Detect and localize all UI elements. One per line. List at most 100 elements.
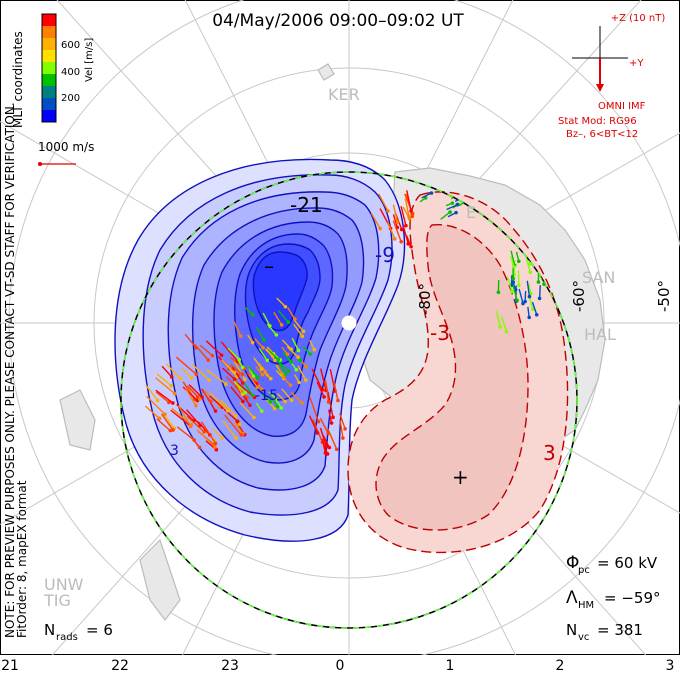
latitude-label-80: -80° <box>416 283 434 315</box>
velocity-vector-origin <box>303 378 308 383</box>
imf-bz-bt: Bz–, 6<BT<12 <box>566 129 638 140</box>
velocity-vector-origin <box>219 353 224 357</box>
velocity-vector-origin <box>163 412 167 417</box>
velocity-vector <box>526 280 531 297</box>
velocity-vector-origin <box>275 404 280 409</box>
velocity-vector-origin <box>273 396 278 401</box>
velocity-vector-origin <box>240 372 245 377</box>
velocity-vector-origin <box>343 427 347 431</box>
velocity-vector <box>248 369 263 390</box>
velocity-vector <box>205 368 227 385</box>
mlt-tick-label: 3 <box>666 658 675 674</box>
nvc-value: = 381 <box>597 621 643 639</box>
velocity-vector <box>160 413 174 431</box>
velocity-vector-origin <box>407 215 411 219</box>
imf-y-label: +Y <box>629 58 644 69</box>
velocity-vector-origin <box>272 406 277 411</box>
velocity-vector-origin <box>279 323 284 327</box>
velocity-vector-origin <box>286 369 291 373</box>
velocity-vector <box>392 204 399 223</box>
velocity-vector <box>370 213 381 229</box>
velocity-vector <box>209 392 229 412</box>
velocity-vector <box>286 346 299 358</box>
velocity-vector <box>528 296 534 310</box>
velocity-vector <box>328 409 333 424</box>
mlt-axis: 21 22 23 0 1 2 3 <box>1 658 674 674</box>
velocity-vector-origin <box>516 283 521 288</box>
nrads-subscript: rads <box>56 632 78 643</box>
velocity-vector-origin <box>530 307 535 311</box>
velocity-vector <box>144 405 160 419</box>
velocity-vector-origin <box>232 370 237 375</box>
potential-maximum-marker: + <box>452 465 469 489</box>
velocity-vector-origin <box>301 329 306 334</box>
colorbar-swatch <box>42 62 56 75</box>
velocity-vector-origin <box>300 334 305 338</box>
velocity-vector-origin <box>234 414 238 418</box>
velocity-vector-origin <box>241 381 245 385</box>
velocity-vector <box>277 310 289 323</box>
velocity-vector <box>311 368 323 391</box>
velocity-vector-origin <box>265 358 270 363</box>
velocity-vector-origin <box>521 301 525 306</box>
velocity-vector-origin <box>243 377 247 382</box>
velocity-vector <box>239 402 255 419</box>
velocity-vector-origin <box>155 398 160 403</box>
velocity-vector <box>510 250 516 266</box>
velocity-vector <box>273 311 283 326</box>
velocity-vector <box>145 384 159 401</box>
velocity-vector-origin <box>404 223 408 228</box>
velocity-vector <box>291 337 300 351</box>
velocity-vector-origin <box>250 340 255 345</box>
velocity-vector-origin <box>378 226 382 231</box>
velocity-vectors <box>144 187 546 456</box>
velocity-vector <box>276 297 286 308</box>
velocity-vector <box>246 365 259 379</box>
velocity-vector <box>281 388 293 401</box>
velocity-vector-origin <box>511 277 516 281</box>
velocity-vector-origin <box>283 372 288 376</box>
velocity-vector <box>308 415 319 434</box>
velocity-vector-origin <box>308 352 312 356</box>
velocity-vector-origin <box>252 415 256 420</box>
velocity-vector-origin <box>213 441 218 446</box>
velocity-vector <box>309 397 320 422</box>
velocity-vector <box>276 393 286 402</box>
velocity-vector <box>525 256 531 273</box>
velocity-vector-origin <box>268 324 272 328</box>
velocity-vector <box>243 382 254 396</box>
velocity-vector-origin <box>268 376 273 381</box>
contour-label-15: -15 <box>255 388 278 404</box>
velocity-vector-origin <box>537 296 542 301</box>
velocity-vector-origin <box>392 237 397 241</box>
velocity-vector-origin <box>237 422 242 426</box>
velocity-vector <box>175 356 197 375</box>
colorbar-swatch <box>42 50 56 63</box>
velocity-vector-origin <box>289 398 294 403</box>
velocity-vector <box>254 338 264 349</box>
velocity-vector <box>155 389 174 404</box>
velocity-vector <box>446 204 458 211</box>
heppner-maynard-boundary-dash <box>120 171 578 629</box>
colorbar-tick-400: 400 <box>61 67 80 78</box>
velocity-vector <box>325 382 330 403</box>
velocity-vector-origin <box>268 400 273 404</box>
colorbar-swatch <box>42 86 56 99</box>
velocity-vector-origin <box>527 315 531 320</box>
velocity-vector <box>226 376 241 392</box>
mlt-tick-label: 1 <box>446 658 455 674</box>
contour-label-3b: 3 <box>170 443 179 459</box>
velocity-vector-origin <box>455 202 459 207</box>
velocity-vector-origin <box>261 346 265 350</box>
velocity-vector-origin <box>281 375 286 379</box>
velocity-vector-origin <box>336 398 340 403</box>
colorbar-swatch <box>42 26 56 39</box>
velocity-vector <box>165 363 182 379</box>
velocity-vector <box>191 363 210 381</box>
velocity-vector-origin <box>207 378 211 382</box>
velocity-vector-origin <box>168 428 173 433</box>
velocity-vector-origin <box>448 210 452 214</box>
imf-stat-model: Stat Mod: RG96 <box>558 116 637 127</box>
velocity-vector <box>506 276 513 292</box>
velocity-vector-origin <box>248 403 252 408</box>
